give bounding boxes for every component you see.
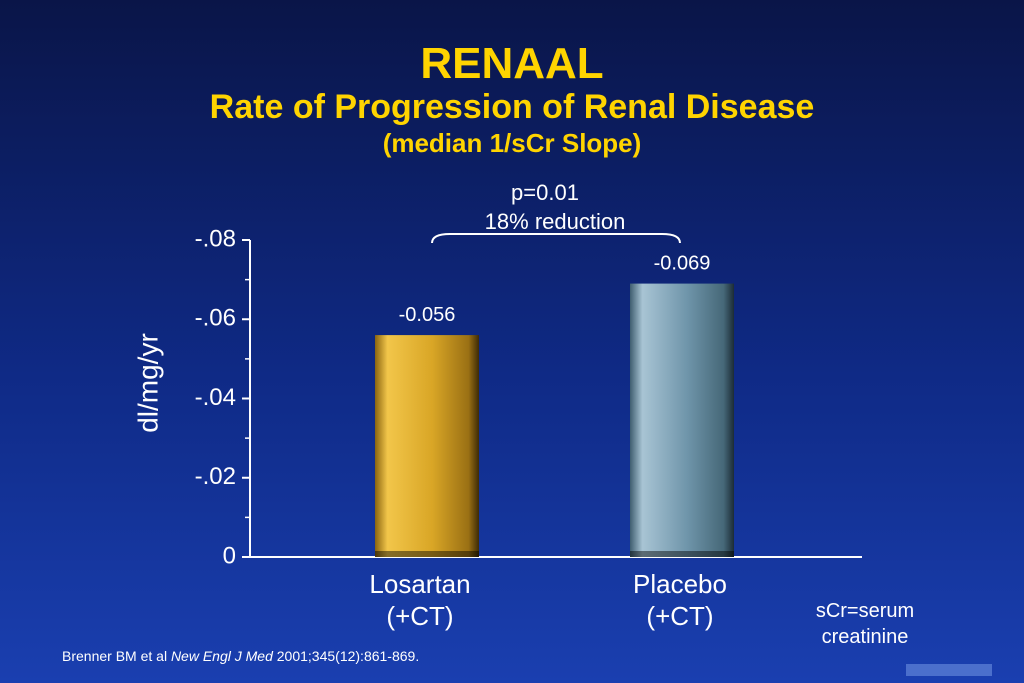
- significance-bracket: [431, 233, 681, 244]
- y-axis-label: dl/mg/yr: [132, 333, 163, 433]
- bar-base-shadow: [630, 551, 734, 557]
- category-qualifier: (+CT): [386, 601, 454, 631]
- bar-placebo: [630, 283, 734, 557]
- footnote-line: sCr=serum: [815, 600, 915, 622]
- y-tick-label: 0: [223, 542, 236, 569]
- y-tick-label: -.04: [195, 384, 236, 411]
- category-name: Losartan: [369, 569, 471, 599]
- y-tick-label: -.06: [195, 305, 236, 332]
- category-qualifier: (+CT): [646, 601, 714, 631]
- title-block: RENAAL Rate of Progression of Renal Dise…: [0, 40, 1024, 160]
- y-tick-label: -.02: [195, 463, 236, 490]
- decorative-bar: [906, 664, 992, 676]
- p-value: p=0.01: [511, 180, 579, 205]
- bar-losartan: [375, 335, 479, 557]
- footnote-line: creatinine: [821, 626, 909, 648]
- citation-journal: New Engl J Med: [170, 648, 273, 664]
- citation-authors: Brenner BM et al: [62, 648, 171, 664]
- footnote: sCr=serum creatinine: [790, 598, 940, 650]
- page-title: RENAAL: [420, 39, 604, 88]
- category-label-placebo: Placebo (+CT): [605, 568, 755, 632]
- category-name: Placebo: [633, 569, 727, 599]
- page-subtitle-detail: (median 1/sCr Slope): [382, 128, 642, 158]
- category-label-losartan: Losartan (+CT): [345, 568, 495, 632]
- citation: Brenner BM et al New Engl J Med 2001;345…: [62, 648, 419, 664]
- bar-value-label: -0.069: [654, 253, 711, 275]
- citation-details: 2001;345(12):861-869.: [272, 648, 420, 664]
- reduction-label: 18% reduction: [484, 209, 626, 234]
- page-subtitle: Rate of Progression of Renal Disease: [209, 88, 815, 126]
- bar-value-label: -0.056: [399, 304, 456, 326]
- bar-base-shadow: [375, 551, 479, 557]
- y-tick-label: -.08: [195, 225, 236, 252]
